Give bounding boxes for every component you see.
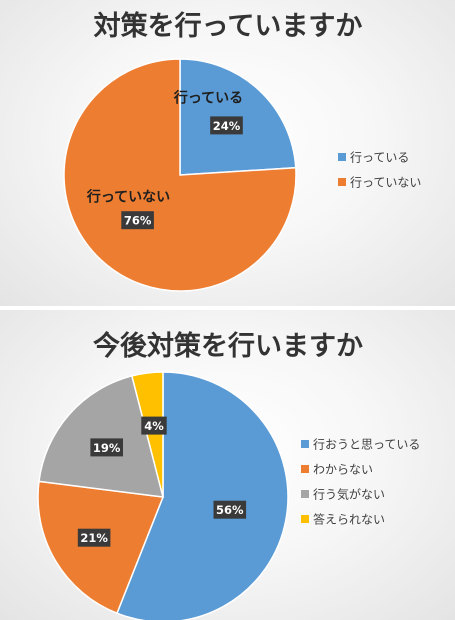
slice-category-label: 行っている [173,89,243,106]
data-label: 76% [121,211,154,230]
pie-chart-2: 今後対策を行いますか 56% 21% 19% 4% 行おうと思っているわからない行う気が… [37,330,420,620]
chart-panel-1: 対策を行っていますか 24% 行っている 76% 行っていない 行っている 行っていない [0,0,455,307]
data-label: 56% [213,500,247,519]
chart-title: 今後対策を行いますか [93,330,363,362]
svg-text:19%: 19% [93,441,121,455]
svg-text:4%: 4% [144,419,164,433]
svg-text:56%: 56% [216,503,244,517]
data-label: 21% [77,528,111,547]
legend-item: 答えられない [301,512,385,527]
legend-item: わからない [301,463,373,477]
svg-text:行っていない: 行っていない [350,176,421,190]
svg-text:24%: 24% [213,119,241,133]
pie-slice [37,480,165,615]
svg-text:行おうと思っている: 行おうと思っている [313,438,420,452]
legend-item: 行っている [338,151,409,165]
data-label: 24% [210,116,243,135]
legend-item: 行おうと思っている [301,438,420,452]
pie-slice [116,371,289,620]
legend-item: 行っていない [338,176,421,190]
svg-text:行う気がない: 行う気がない [313,487,385,502]
svg-text:21%: 21% [80,531,108,545]
svg-text:答えられない: 答えられない [313,512,385,527]
svg-text:76%: 76% [124,214,152,228]
svg-text:行っている: 行っている [350,151,409,165]
data-label: 4% [141,416,167,435]
pie-slice [63,58,297,292]
data-label: 19% [90,438,123,457]
chart-panel-2: 今後対策を行いますか 56% 21% 19% 4% 行おうと思っている わからない行う気が… [0,310,455,620]
legend-item: 行う気がない [301,487,385,502]
svg-text:わからない: わからない [313,463,373,477]
pie-slice [38,375,165,498]
slice-category-label: 行っていない [86,189,170,206]
chart-title: 対策を行っていますか [94,10,363,42]
